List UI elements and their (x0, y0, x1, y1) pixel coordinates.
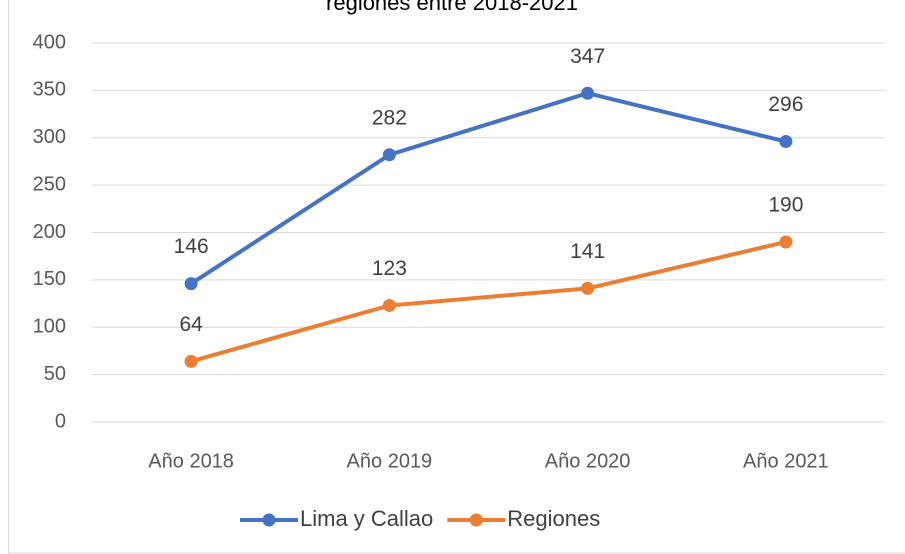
data-label: 296 (768, 93, 803, 116)
chart-border (8, 0, 905, 554)
legend-marker (262, 513, 276, 527)
point (581, 86, 595, 100)
y-tick-label: 0 (55, 410, 66, 432)
series-line (190, 91, 787, 286)
chart-title: regiones entre 2018-2021 (326, 0, 578, 15)
data-label: 347 (570, 45, 605, 68)
point (184, 354, 198, 368)
data-label: 141 (570, 240, 605, 263)
legend-label: Lima y Callao (300, 506, 433, 531)
data-label: 123 (372, 257, 407, 280)
point (779, 235, 793, 249)
point (184, 277, 198, 291)
point (779, 135, 793, 149)
data-label: 146 (174, 235, 209, 258)
y-tick-label: 400 (33, 31, 66, 53)
y-tick-label: 350 (33, 79, 66, 101)
y-tick-label: 300 (33, 126, 66, 148)
legend-marker (469, 513, 483, 527)
x-tick-label: Año 2019 (347, 450, 433, 472)
point (581, 281, 595, 295)
y-tick-label: 250 (33, 173, 66, 195)
series-line (190, 240, 787, 364)
x-tick-label: Año 2018 (148, 450, 234, 472)
point (382, 298, 396, 312)
y-tick-label: 150 (33, 268, 66, 290)
x-tick-label: Año 2021 (743, 450, 829, 472)
y-tick-label: 50 (44, 363, 66, 385)
point (382, 148, 396, 162)
data-label: 282 (372, 106, 407, 129)
x-tick-label: Año 2020 (545, 450, 631, 472)
data-label: 190 (768, 194, 803, 217)
y-tick-label: 200 (33, 221, 66, 243)
data-label: 64 (179, 313, 203, 336)
legend-label: Regiones (507, 506, 600, 531)
y-tick-label: 100 (33, 316, 66, 338)
